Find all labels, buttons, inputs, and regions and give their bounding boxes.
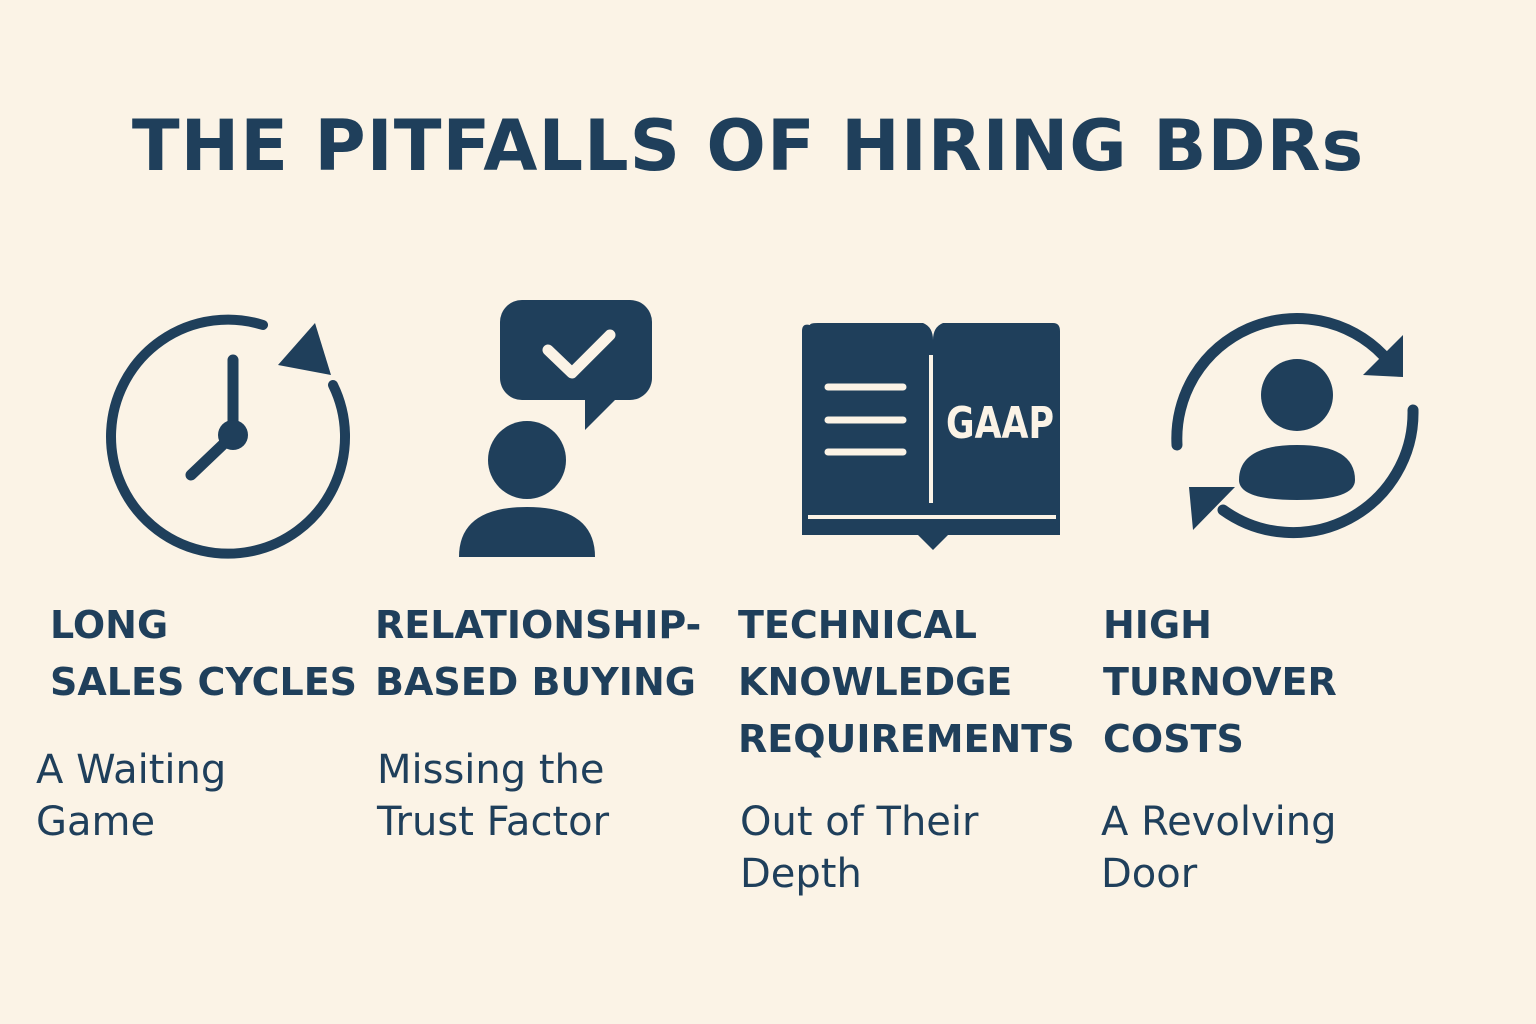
book-label: GAAP xyxy=(946,398,1054,449)
heading-relationship-based-buying: RELATIONSHIP- BASED BUYING xyxy=(375,603,702,704)
heading-technical-knowledge: TECHNICAL KNOWLEDGE REQUIREMENTS xyxy=(738,603,1075,761)
subtitle-out-of-depth: Out of Their Depth xyxy=(740,799,979,897)
subtitle-waiting-game: A Waiting Game xyxy=(36,747,227,845)
person-chat-check-icon xyxy=(459,300,652,557)
open-book-icon: GAAP xyxy=(802,323,1060,550)
subtitle-revolving-door: A Revolving Door xyxy=(1101,799,1337,897)
heading-long-sales-cycles: LONG SALES CYCLES xyxy=(50,603,358,704)
page-title: THE PITFALLS OF HIRING BDRs xyxy=(131,105,1365,187)
heading-high-turnover-costs: HIGH TURNOVER COSTS xyxy=(1103,603,1337,761)
person-revolving-icon xyxy=(1171,313,1419,538)
clock-cycle-icon xyxy=(106,314,351,559)
subtitle-trust-factor: Missing the Trust Factor xyxy=(377,747,610,845)
